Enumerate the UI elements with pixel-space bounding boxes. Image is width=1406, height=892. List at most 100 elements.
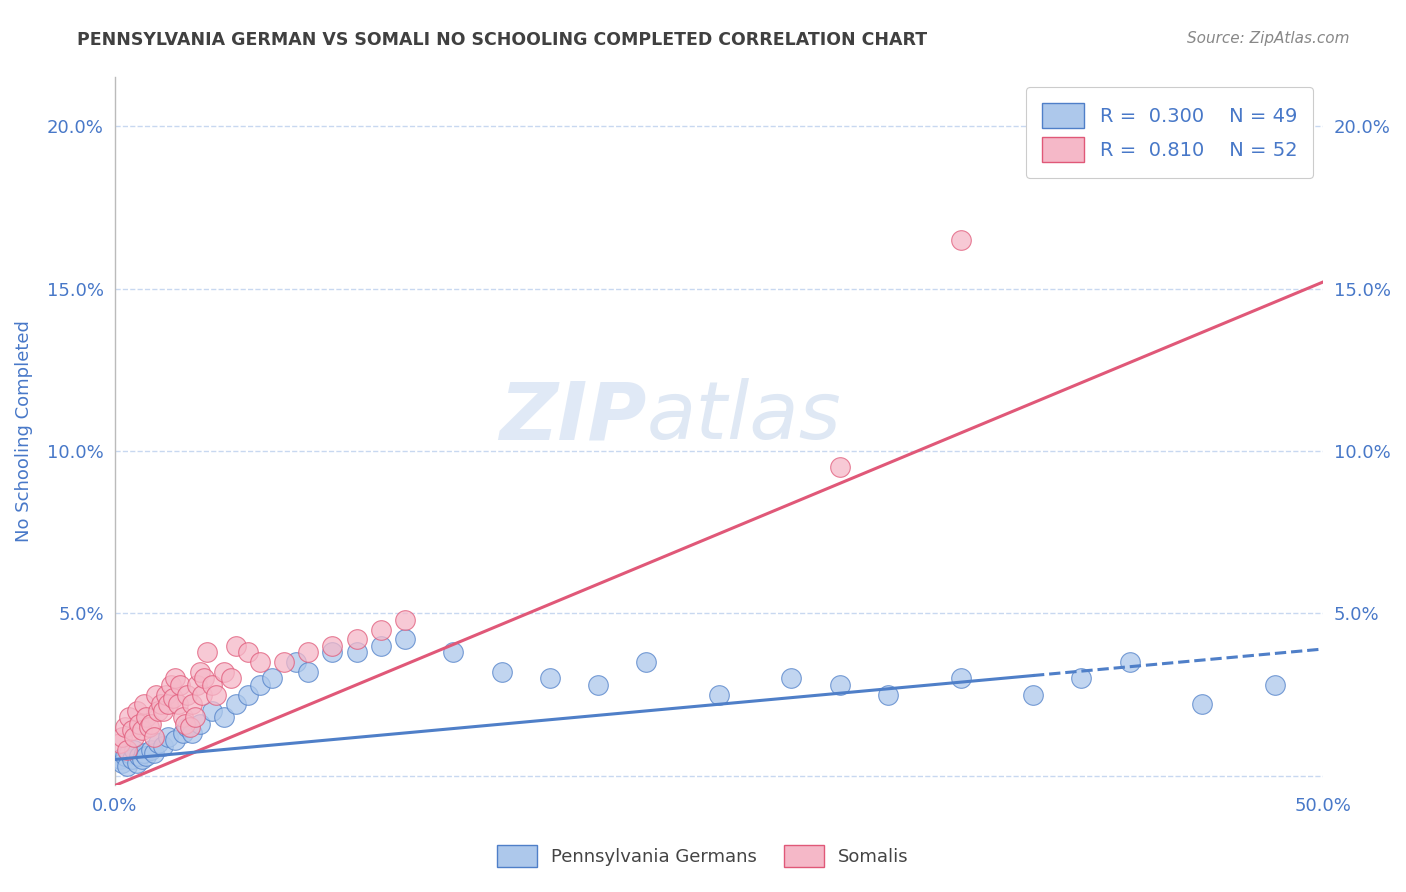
Text: PENNSYLVANIA GERMAN VS SOMALI NO SCHOOLING COMPLETED CORRELATION CHART: PENNSYLVANIA GERMAN VS SOMALI NO SCHOOLI… — [77, 31, 928, 49]
Point — [181, 726, 204, 740]
Point — [159, 678, 181, 692]
Point — [114, 749, 136, 764]
Point — [111, 756, 134, 770]
Point — [183, 710, 205, 724]
Point — [236, 688, 259, 702]
Point — [201, 678, 224, 692]
Y-axis label: No Schooling Completed: No Schooling Completed — [15, 320, 32, 542]
Point — [131, 723, 153, 738]
Point — [186, 678, 208, 692]
Point — [172, 710, 194, 724]
Point — [118, 710, 141, 724]
Point — [201, 704, 224, 718]
Point — [132, 698, 155, 712]
Point — [949, 233, 972, 247]
Point — [108, 752, 131, 766]
Point — [346, 645, 368, 659]
Point — [142, 730, 165, 744]
Point — [181, 698, 204, 712]
Point — [142, 746, 165, 760]
Point — [125, 704, 148, 718]
Point — [828, 678, 851, 692]
Point — [176, 688, 198, 702]
Point — [297, 645, 319, 659]
Point — [260, 671, 283, 685]
Point — [132, 746, 155, 760]
Point — [370, 623, 392, 637]
Point — [162, 690, 184, 705]
Point — [188, 716, 211, 731]
Point — [219, 671, 242, 685]
Point — [121, 723, 143, 738]
Point — [636, 655, 658, 669]
Point — [297, 665, 319, 679]
Point — [828, 460, 851, 475]
Point — [1264, 678, 1286, 692]
Text: ZIP: ZIP — [499, 378, 647, 457]
Point — [148, 736, 170, 750]
Point — [121, 752, 143, 766]
Point — [249, 655, 271, 669]
Point — [111, 730, 134, 744]
Point — [118, 746, 141, 760]
Point — [128, 749, 150, 764]
Point — [877, 688, 900, 702]
Point — [148, 704, 170, 718]
Point — [707, 688, 730, 702]
Point — [152, 739, 174, 754]
Point — [124, 730, 146, 744]
Point — [157, 698, 180, 712]
Point — [1191, 698, 1213, 712]
Point — [157, 730, 180, 744]
Point — [138, 720, 160, 734]
Point — [586, 678, 609, 692]
Point — [141, 742, 163, 756]
Point — [1118, 655, 1140, 669]
Point — [152, 704, 174, 718]
Point — [191, 688, 214, 702]
Point — [285, 655, 308, 669]
Point — [949, 671, 972, 685]
Point — [441, 645, 464, 659]
Point — [370, 639, 392, 653]
Point — [273, 655, 295, 669]
Point — [145, 688, 167, 702]
Point — [188, 665, 211, 679]
Point — [165, 733, 187, 747]
Point — [108, 736, 131, 750]
Point — [780, 671, 803, 685]
Point — [169, 678, 191, 692]
Text: Source: ZipAtlas.com: Source: ZipAtlas.com — [1187, 31, 1350, 46]
Point — [135, 710, 157, 724]
Point — [124, 742, 146, 756]
Point — [166, 698, 188, 712]
Point — [249, 678, 271, 692]
Point — [125, 756, 148, 770]
Point — [115, 759, 138, 773]
Point — [131, 752, 153, 766]
Point — [321, 645, 343, 659]
Point — [394, 632, 416, 647]
Point — [176, 720, 198, 734]
Point — [236, 645, 259, 659]
Point — [165, 671, 187, 685]
Text: atlas: atlas — [647, 378, 841, 457]
Point — [155, 688, 177, 702]
Point — [538, 671, 561, 685]
Point — [225, 639, 247, 653]
Point — [174, 716, 197, 731]
Point — [212, 710, 235, 724]
Point — [115, 742, 138, 756]
Point — [128, 716, 150, 731]
Point — [141, 716, 163, 731]
Point — [193, 671, 215, 685]
Point — [205, 688, 228, 702]
Legend: R =  0.300    N = 49, R =  0.810    N = 52: R = 0.300 N = 49, R = 0.810 N = 52 — [1026, 87, 1313, 178]
Point — [179, 720, 201, 734]
Point — [114, 720, 136, 734]
Point — [346, 632, 368, 647]
Point — [149, 698, 172, 712]
Point — [212, 665, 235, 679]
Point — [172, 726, 194, 740]
Point — [321, 639, 343, 653]
